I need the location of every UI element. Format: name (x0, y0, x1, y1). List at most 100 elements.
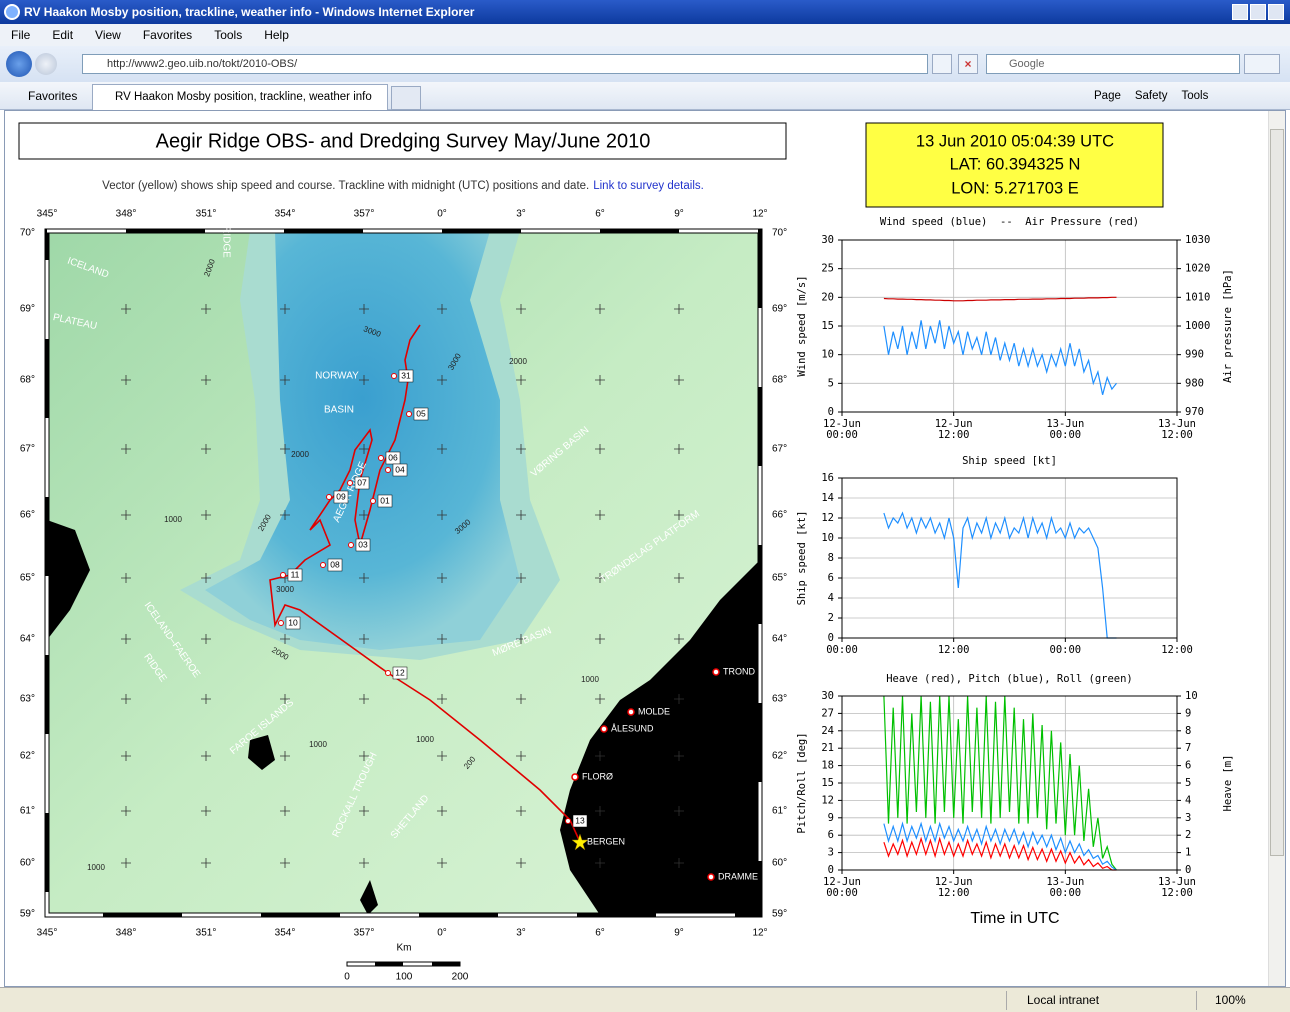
menu-item[interactable]: File (11, 28, 31, 42)
latitude-label: 66° (20, 510, 35, 521)
close-button[interactable] (1268, 4, 1284, 20)
graticule-cross (674, 694, 684, 704)
longitude-label: 0° (437, 209, 447, 220)
y-tick-label: 12 (821, 512, 834, 524)
survey-link[interactable]: Link to survey details. (593, 180, 704, 192)
y-tick-label: 30 (821, 234, 834, 246)
longitude-label: 12° (752, 209, 767, 220)
y-tick-label: 24 (821, 725, 834, 737)
graticule-cross (121, 304, 131, 314)
city-label: FLORØ (582, 771, 613, 781)
latitude-label: 64° (20, 634, 35, 645)
command-button[interactable]: Safety (1134, 90, 1168, 102)
graticule-cross (595, 573, 605, 583)
city-point (600, 725, 608, 733)
menu-item[interactable]: Tools (214, 28, 243, 42)
trackline (269, 324, 581, 843)
menu-item[interactable]: Edit (52, 28, 74, 42)
latitude-label: 67° (20, 444, 35, 455)
station-label: 10 (288, 617, 298, 627)
y-tick-label: 0 (828, 406, 834, 418)
longitude-label: 357° (354, 209, 375, 220)
caption: Vector (yellow) shows ship speed and cou… (102, 180, 704, 192)
back-button[interactable] (6, 51, 32, 77)
graticule-cross (674, 510, 684, 520)
longitude-label: 3° (516, 928, 526, 939)
forward-button[interactable] (35, 53, 57, 75)
graticule-cross (437, 806, 447, 816)
y-tick-label: 3 (828, 847, 834, 859)
graticule-cross (595, 375, 605, 385)
y2-tick-label: 5 (1185, 777, 1191, 789)
address-row: http://www2.geo.uib.no/tokt/2010-OBS/ × … (0, 46, 1290, 82)
favorites-button[interactable]: Favorites (8, 86, 77, 106)
longitude-label: 348° (116, 928, 137, 939)
longitude-label: 6° (595, 209, 605, 220)
y-tick-label: 18 (821, 760, 834, 772)
y2-tick-label: 6 (1185, 760, 1191, 772)
graticule-cross (516, 694, 526, 704)
new-tab[interactable] (391, 86, 421, 110)
refresh-button[interactable] (932, 54, 952, 74)
position-time: 13 Jun 2010 05:04:39 UTC (916, 132, 1114, 150)
y-tick-label: 4 (828, 592, 834, 604)
command-button[interactable]: Page (1094, 90, 1121, 102)
longitude-label: 348° (116, 209, 137, 220)
graticule-cross (359, 806, 369, 816)
y-tick-label: 15 (821, 320, 834, 332)
latitude-label: 65° (772, 573, 787, 584)
graticule-cross (437, 634, 447, 644)
menu-item[interactable]: Favorites (142, 28, 193, 42)
iceland-land (47, 520, 90, 640)
graticule-cross (121, 694, 131, 704)
search-button[interactable] (1244, 54, 1280, 74)
graticule-cross (674, 375, 684, 385)
y2-tick-label: 1000 (1185, 320, 1210, 332)
y2-axis-label: Heave [m] (1222, 755, 1234, 812)
station-box (377, 494, 393, 508)
x-tick-date: 13-Jun (1046, 418, 1084, 430)
active-tab[interactable]: RV Haakon Mosby position, trackline, wea… (92, 84, 388, 110)
contour-label: 2000 (509, 357, 527, 366)
menu-item[interactable]: Help (264, 28, 289, 42)
maximize-button[interactable] (1250, 4, 1266, 20)
scrollbar[interactable] (1268, 111, 1285, 986)
station-label: 01 (380, 495, 390, 505)
zoom[interactable]: 100% (1196, 991, 1276, 1010)
station-label: 06 (388, 452, 398, 462)
y2-tick-label: 3 (1185, 812, 1191, 824)
address-text: http://www2.geo.uib.no/tokt/2010-OBS/ (107, 58, 298, 70)
graticule-cross (595, 444, 605, 454)
address-bar[interactable]: http://www2.geo.uib.no/tokt/2010-OBS/ (82, 54, 928, 74)
y-tick-label: 14 (821, 492, 834, 504)
stop-button[interactable]: × (958, 54, 978, 74)
scroll-thumb[interactable] (1270, 129, 1284, 856)
station-label: 12 (395, 667, 405, 677)
scale-bar-fill (375, 962, 403, 966)
y2-tick-label: 0 (1185, 864, 1191, 876)
y2-tick-label: 990 (1185, 349, 1204, 361)
latitude-label: 60° (772, 858, 787, 869)
latitude-label: 61° (772, 806, 787, 817)
latitude-label: 68° (772, 375, 787, 386)
graticule-cross (121, 806, 131, 816)
x-tick-label: 12:00 (938, 644, 970, 656)
position-box (865, 122, 1164, 208)
longitude-label: 12° (752, 928, 767, 939)
command-button[interactable]: Tools (1181, 90, 1209, 102)
y-tick-label: 20 (821, 291, 834, 303)
y-tick-label: 16 (821, 472, 834, 484)
graticule-cross (201, 304, 211, 314)
graticule-cross (437, 375, 447, 385)
charts: 05101520253012-Jun00:0012-Jun12:0013-Jun… (796, 216, 1234, 899)
longitude-label: 6° (595, 928, 605, 939)
graticule-cross (280, 375, 290, 385)
y-tick-label: 2 (828, 612, 834, 624)
graticule-cross (437, 573, 447, 583)
graticule-cross (674, 806, 684, 816)
menu-item[interactable]: View (95, 28, 121, 42)
minimize-button[interactable] (1232, 4, 1248, 20)
page-title-box (18, 122, 787, 160)
y2-tick-label: 1010 (1185, 291, 1210, 303)
search-box[interactable]: Google (986, 54, 1240, 74)
